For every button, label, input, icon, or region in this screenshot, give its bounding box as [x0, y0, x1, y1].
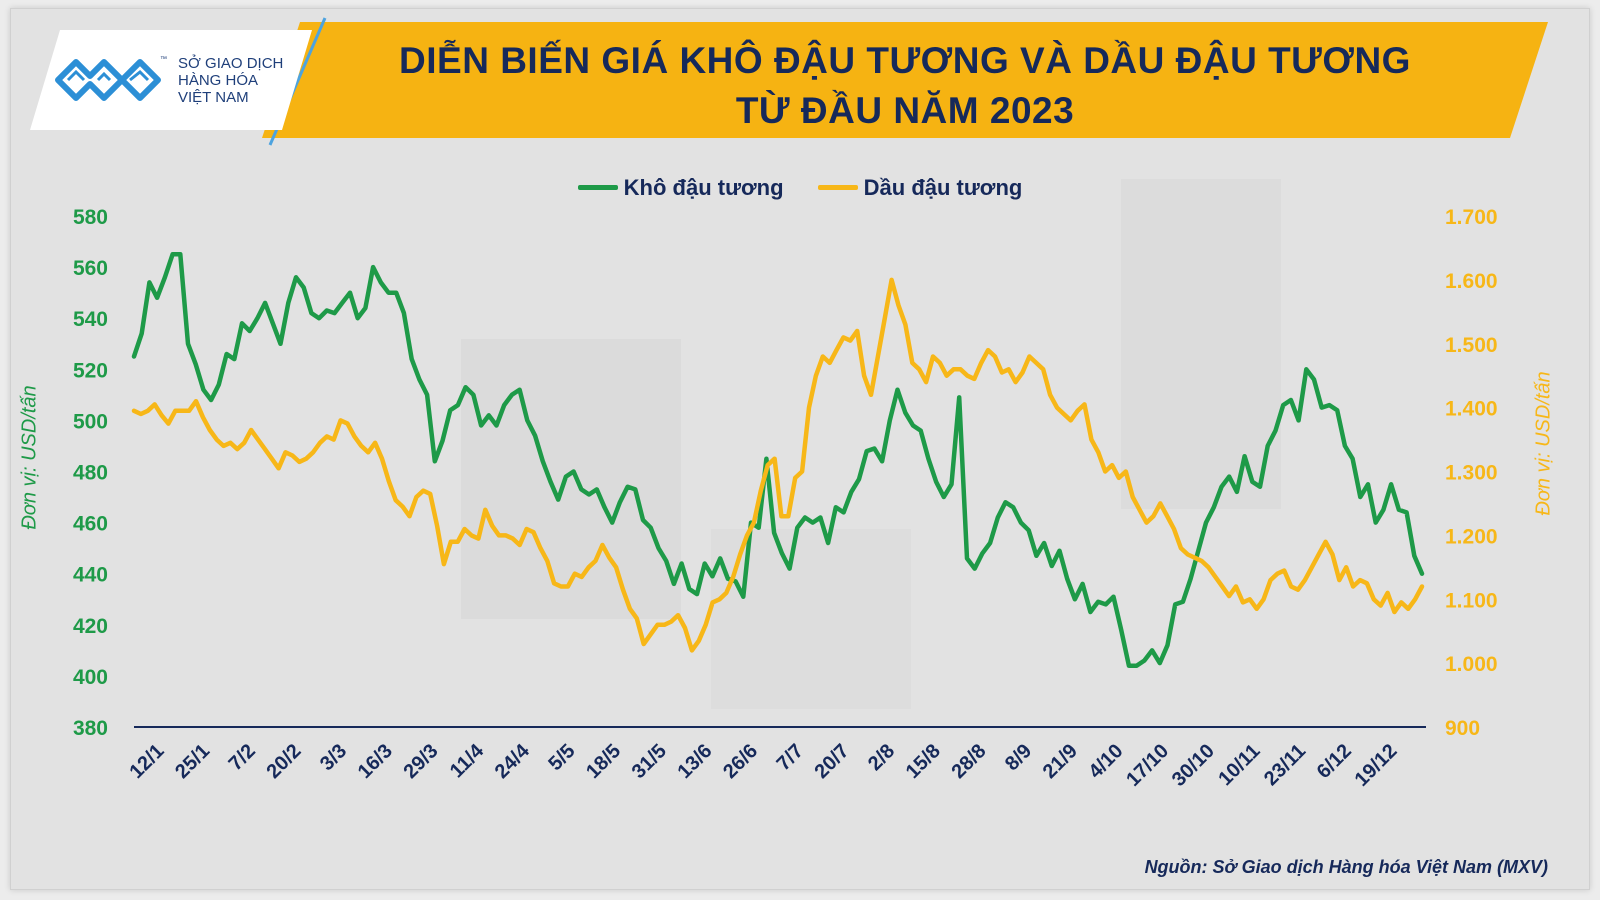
x-tick-label: 12/1 — [125, 740, 168, 783]
x-tick-label: 10/11 — [1214, 740, 1264, 790]
x-tick-label: 24/4 — [491, 739, 535, 783]
x-tick-label: 16/3 — [354, 740, 397, 783]
x-tick-label: 6/12 — [1313, 740, 1356, 783]
chart-title-line1: DIỄN BIẾN GIÁ KHÔ ĐẬU TƯƠNG VÀ DẦU ĐẬU T… — [399, 40, 1411, 81]
logo-line: SỞ GIAO DỊCH — [178, 55, 284, 72]
background-building-shape — [711, 529, 911, 709]
x-tick-label: 18/5 — [582, 740, 625, 783]
y-left-tick-label: 400 — [73, 666, 108, 689]
background-building-shape — [461, 339, 681, 619]
y-left-tick-label: 480 — [73, 462, 108, 485]
x-tick-label: 7/7 — [773, 740, 808, 775]
title-banner-shape — [262, 22, 1548, 138]
legend-swatch-green — [577, 185, 618, 190]
y-right-tick-label: 900 — [1445, 717, 1480, 740]
x-tick-label: 3/3 — [316, 740, 351, 775]
y-left-tick-label: 440 — [73, 564, 108, 587]
x-tick-label: 31/5 — [628, 740, 671, 783]
x-tick-label: 21/9 — [1039, 740, 1082, 783]
background-building-shape — [1121, 179, 1281, 509]
y-left-tick-label: 380 — [73, 717, 108, 740]
x-tick-label: 17/10 — [1122, 740, 1173, 791]
x-tick-label: 29/3 — [399, 740, 442, 783]
x-tick-label: 7/2 — [225, 740, 260, 775]
y-left-tick-label: 520 — [73, 359, 108, 382]
y-right-tick-label: 1.300 — [1445, 462, 1498, 485]
x-tick-label: 28/8 — [947, 740, 990, 783]
x-tick-label: 19/12 — [1351, 740, 1402, 791]
y-left-tick-label: 460 — [73, 513, 108, 536]
source-note: Nguồn: Sở Giao dịch Hàng hóa Việt Nam (M… — [1144, 857, 1548, 877]
x-tick-label: 20/7 — [810, 740, 853, 783]
legend-swatch-yellow — [817, 185, 858, 190]
y-left-tick-label: 420 — [73, 615, 108, 638]
y-right-tick-label: 1.000 — [1445, 653, 1498, 676]
y-right-tick-label: 1.200 — [1445, 525, 1498, 548]
y-axis-right-label: Đơn vị: USD/tấn — [1532, 371, 1555, 516]
y-axis-left-label: Đơn vị: USD/tấn — [18, 385, 41, 530]
y-right-tick-label: 1.700 — [1445, 206, 1498, 229]
chart-legend: Khô đậu tương Dầu đậu tương — [0, 170, 1600, 201]
legend-item-soybean-oil: Dầu đậu tương — [817, 174, 1023, 201]
x-tick-label: 11/4 — [446, 739, 489, 782]
x-tick-label: 23/11 — [1260, 740, 1310, 790]
trademark-mark: ™ — [160, 56, 167, 63]
x-tick-label: 26/6 — [719, 740, 762, 783]
legend-label: Dầu đậu tương — [863, 174, 1023, 200]
y-right-tick-label: 1.600 — [1445, 270, 1498, 293]
y-left-tick-label: 540 — [73, 308, 108, 331]
series-line-soybean-meal — [131, 252, 1425, 668]
logo-panel — [30, 30, 312, 130]
chart-title-line2: TỪ ĐẦU NĂM 2023 — [735, 90, 1075, 131]
logo-line: HÀNG HÓA — [178, 72, 259, 89]
x-tick-label: 25/1 — [171, 740, 214, 783]
chart-card — [10, 8, 1590, 890]
x-tick-label: 30/10 — [1168, 740, 1219, 791]
mxv-logo-icon — [55, 59, 161, 101]
logo-text: SỞ GIAO DỊCH HÀNG HÓA VIỆT NAM — [178, 55, 283, 106]
legend-item-soybean-meal: Khô đậu tương — [577, 174, 784, 201]
x-tick-label: 13/6 — [673, 740, 716, 783]
y-left-tick-label: 560 — [73, 257, 108, 280]
y-left-tick-label: 500 — [73, 410, 108, 433]
x-tick-label: 8/9 — [1001, 740, 1036, 775]
y-right-tick-label: 1.500 — [1445, 334, 1498, 357]
chart-title: DIỄN BIẾN GIÁ KHÔ ĐẬU TƯƠNG VÀ DẦU ĐẬU T… — [315, 36, 1495, 136]
legend-label: Khô đậu tương — [623, 174, 784, 200]
logo-line: VIỆT NAM — [178, 89, 249, 106]
x-tick-label: 5/5 — [544, 740, 579, 775]
y-left-tick-label: 580 — [73, 206, 108, 229]
x-tick-label: 4/10 — [1084, 740, 1127, 783]
series-line-soybean-oil — [131, 277, 1425, 653]
y-right-tick-label: 1.100 — [1445, 589, 1498, 612]
x-tick-label: 2/8 — [864, 740, 899, 775]
header-banner — [30, 17, 1548, 146]
y-right-tick-label: 1.400 — [1445, 398, 1498, 421]
x-tick-label: 15/8 — [902, 740, 945, 783]
x-tick-label: 20/2 — [262, 740, 305, 783]
